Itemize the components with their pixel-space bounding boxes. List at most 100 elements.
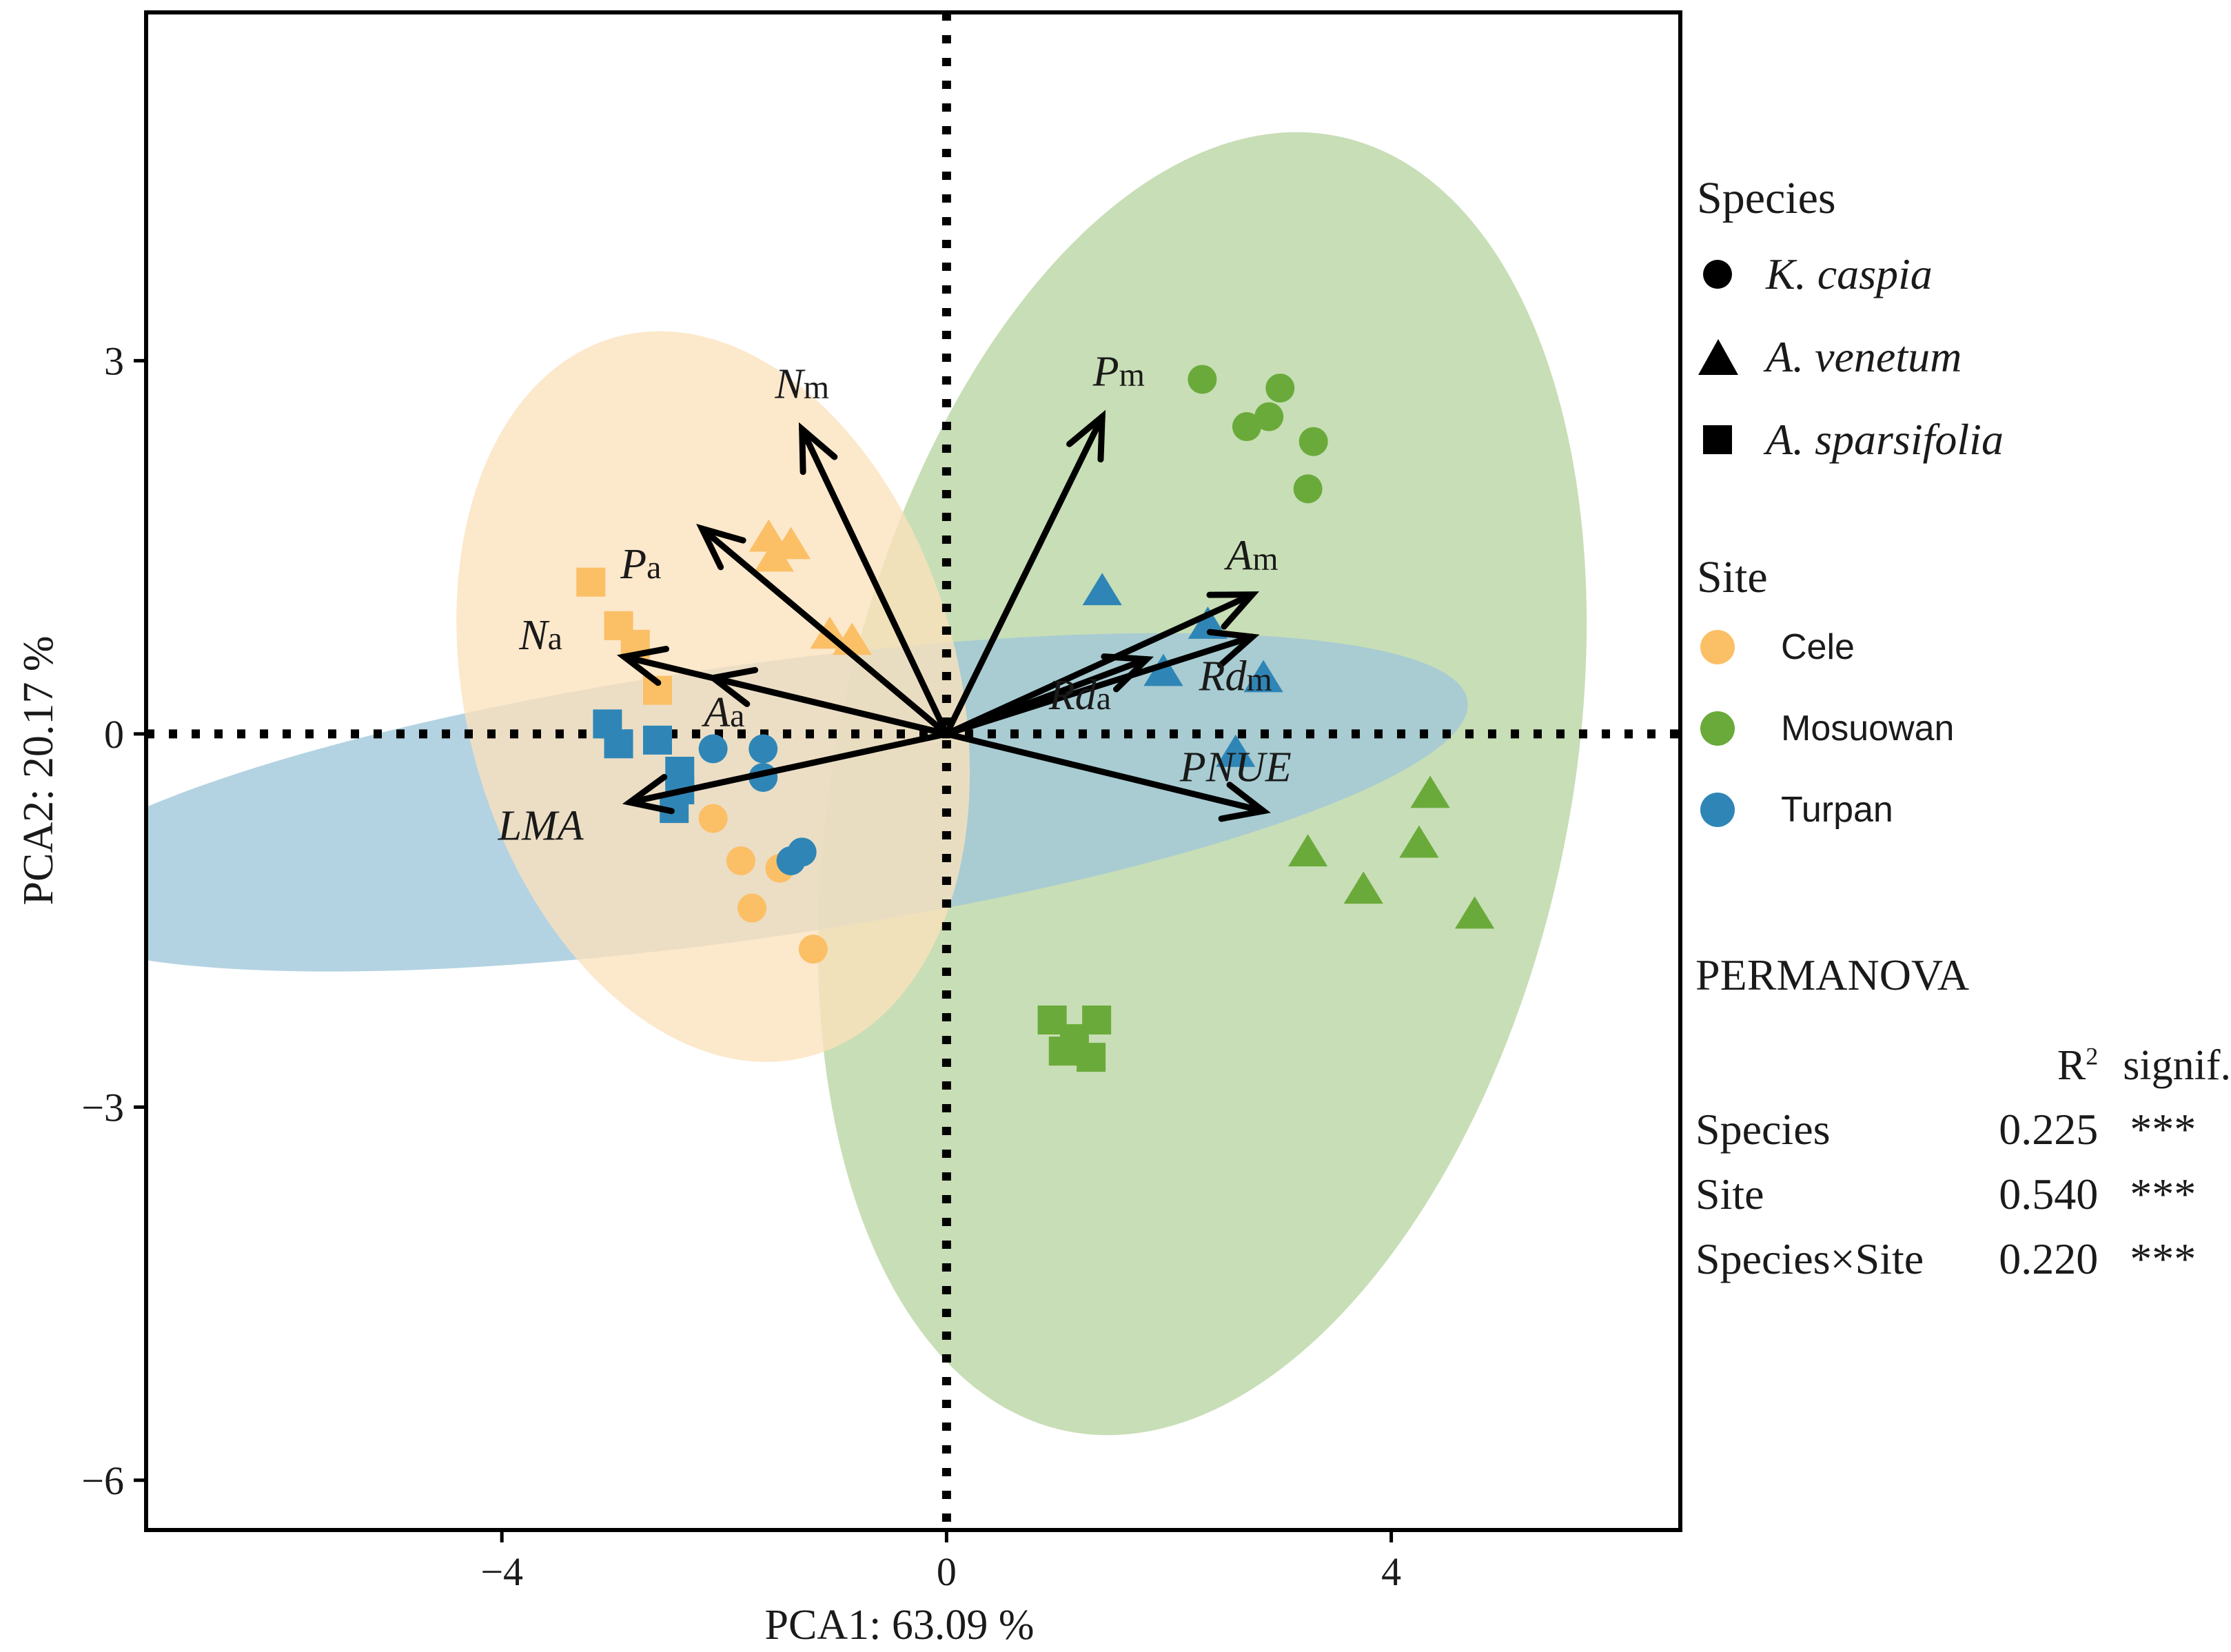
point-mosuowan: [1059, 1024, 1089, 1054]
loading-label-pnue: PNUE: [1179, 744, 1292, 791]
y-tick-label: −3: [81, 1085, 124, 1130]
point-cele: [698, 804, 728, 833]
triangle-symbol-icon: [1697, 336, 1738, 378]
loading-arrow-rda: [943, 656, 1150, 737]
permanova-signif: ***: [2130, 1234, 2197, 1283]
site-legend-item: Mosuowan: [1697, 688, 1954, 769]
site-legend-item: Turpan: [1697, 769, 1954, 850]
point-cele: [737, 893, 767, 923]
loading-label-rda: Rda: [1048, 672, 1111, 719]
loading-arrowhead-pnue: [1218, 782, 1271, 822]
point-cele: [798, 935, 828, 964]
x-tick-label: −4: [480, 1549, 523, 1594]
permanova-term: Species: [1695, 1105, 1831, 1154]
point-mosuowan: [1188, 365, 1217, 394]
color-dot-icon: [1697, 626, 1738, 668]
r2-header: R2: [2057, 1042, 2099, 1089]
loading-arrowhead-aa: [705, 666, 759, 707]
color-dot-icon: [1697, 789, 1738, 830]
permanova-row: Species×Site 0.220 ***: [1695, 1220, 2231, 1285]
site-legend-title: Site: [1697, 552, 1768, 602]
loading-label-lma: LMA: [498, 802, 584, 849]
loading-arrowhead-nm: [798, 422, 838, 476]
site-legend-label: Turpan: [1781, 790, 1893, 830]
loading-arrow-pm: [943, 414, 1106, 737]
permanova-r2: 0.540: [1999, 1170, 2099, 1218]
plot-panel-border: [144, 10, 1682, 1532]
point-mosuowan: [1288, 834, 1328, 867]
signif-header: signif.: [2123, 1042, 2231, 1089]
loading-arrowhead-am: [1206, 591, 1260, 630]
loading-label-na: Na: [518, 612, 562, 659]
site-legend-label: Mosuowan: [1781, 708, 1955, 748]
point-mosuowan: [1298, 427, 1328, 456]
species-legend-item: A. sparsifolia: [1697, 398, 2004, 481]
y-tick-label: 0: [104, 712, 124, 757]
point-mosuowan: [1343, 871, 1383, 904]
loading-label-am: Am: [1223, 533, 1278, 580]
species-legend-item: K. caspia: [1697, 233, 2004, 316]
site-legend-label: Cele: [1781, 627, 1855, 667]
permanova-signif: ***: [2130, 1170, 2197, 1218]
site-legend: Site Cele Mosuowan Turpan: [1697, 551, 1954, 850]
point-mosuowan: [1232, 412, 1261, 442]
species-legend-item: A. venetum: [1697, 316, 2004, 398]
permanova-term: Species×Site: [1695, 1234, 1924, 1283]
point-turpan: [1143, 653, 1183, 686]
point-turpan: [643, 725, 672, 755]
permanova-row: Site 0.540 ***: [1695, 1155, 2231, 1220]
permanova-row: Species 0.225 ***: [1695, 1090, 2231, 1155]
loading-label-aa: Aa: [701, 689, 744, 736]
x-tick-label: 0: [937, 1549, 957, 1594]
point-mosuowan: [1399, 825, 1439, 858]
y-axis-title: PCA2: 20.17 %: [15, 636, 62, 906]
species-legend-title: Species: [1697, 173, 1836, 223]
species-legend-label: A. venetum: [1766, 332, 1962, 381]
loading-arrow-pa: [699, 525, 950, 737]
point-turpan: [748, 734, 778, 764]
point-mosuowan: [1265, 374, 1295, 403]
point-turpan: [1243, 660, 1283, 693]
point-mosuowan: [1293, 474, 1323, 504]
loading-label-rdm: Rdm: [1199, 653, 1272, 700]
loading-arrowhead-pa: [696, 523, 746, 571]
permanova-r2: 0.220: [1999, 1234, 2099, 1283]
permanova-title: PERMANOVA: [1695, 950, 1970, 999]
y-tick-label: 3: [104, 338, 124, 383]
point-turpan: [1216, 734, 1256, 767]
point-cele: [748, 519, 788, 552]
permanova-table: PERMANOVA R2 signif. Species 0.225 *** Site…: [1695, 950, 2231, 1285]
loading-arrowhead-pm: [1066, 409, 1106, 463]
permanova-r2: 0.225: [1999, 1105, 2099, 1154]
loading-arrowhead-rda: [1101, 653, 1154, 693]
x-tick-label: 4: [1381, 1549, 1401, 1594]
loading-arrow-am: [943, 591, 1256, 737]
permanova-term: Site: [1695, 1170, 1764, 1218]
color-dot-icon: [1697, 708, 1738, 749]
loading-arrowhead-rdm: [1206, 629, 1260, 669]
loading-label-pm: Pm: [1092, 348, 1145, 395]
point-turpan: [698, 734, 728, 764]
x-axis-title: PCA1: 63.09 %: [765, 1602, 1035, 1649]
loading-arrowhead-lma: [622, 773, 675, 815]
permanova-signif: ***: [2130, 1105, 2197, 1154]
point-cele: [576, 567, 606, 597]
circle-symbol-icon: [1697, 254, 1738, 295]
point-mosuowan: [1254, 402, 1284, 431]
point-turpan: [1082, 573, 1122, 606]
loading-label-pa: Pa: [620, 541, 661, 588]
loading-arrow-pnue: [943, 731, 1267, 815]
y-tick-label: −6: [81, 1458, 124, 1503]
point-turpan: [604, 729, 633, 759]
loading-arrow-nm: [799, 426, 950, 737]
point-turpan: [776, 846, 806, 875]
loading-arrowhead-na: [616, 646, 670, 686]
site-legend-item: Cele: [1697, 606, 1954, 688]
species-legend: Species K. caspia A. venetum A. sparsifoli…: [1697, 172, 2004, 481]
point-cele: [754, 539, 794, 572]
loading-arrow-lma: [626, 731, 950, 806]
loading-arrow-aa: [710, 675, 950, 737]
point-mosuowan: [1454, 896, 1495, 929]
species-legend-label: A. sparsifolia: [1766, 415, 2004, 464]
